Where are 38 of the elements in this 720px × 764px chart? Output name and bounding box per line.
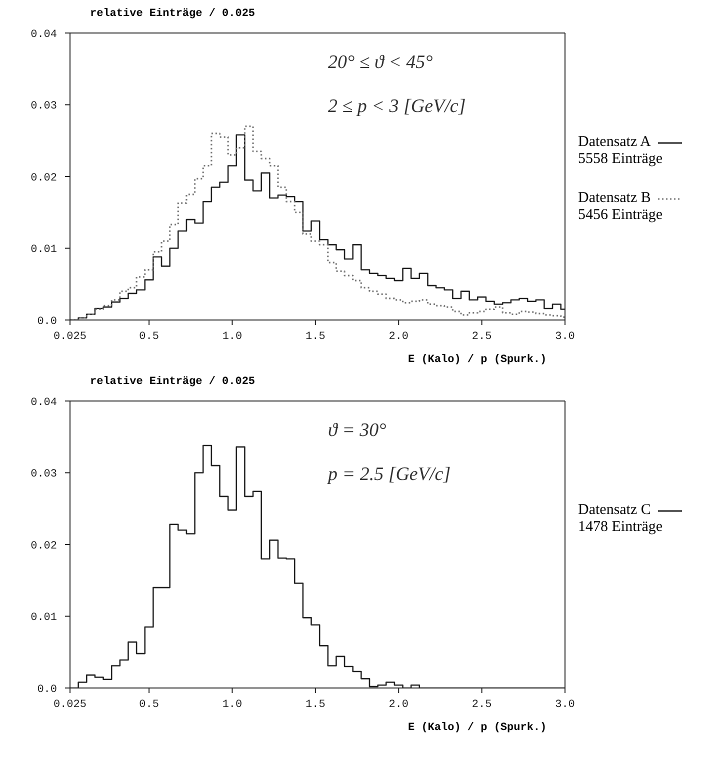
x-tick-label: 1.0: [222, 330, 242, 343]
x-tick-label: 1.5: [306, 698, 326, 711]
x-tick-label: 2.5: [472, 698, 492, 711]
x-tick-label: 0.5: [139, 698, 159, 711]
x-tick-label: 2.5: [472, 330, 492, 343]
text: 5456 Einträge: [578, 207, 664, 224]
x-axis-title: E (Kalo) / p (Spurk.): [408, 354, 548, 368]
y-tick-label: 0.04: [30, 396, 58, 409]
x-tick-label: 0.025: [53, 698, 87, 711]
x-axis-title: E (Kalo) / p (Spurk.): [408, 722, 548, 736]
legend-label: Datensatz C: [578, 502, 651, 519]
annotation: 2 ≤ p < 3 [GeV/c]: [328, 96, 466, 118]
text: 5558 Einträge: [578, 151, 664, 168]
y-tick-label: 0.01: [30, 612, 58, 624]
y-tick-label: 0.01: [30, 244, 58, 256]
y-tick-label: 0.03: [30, 468, 57, 481]
x-tick-label: 3.0: [555, 698, 575, 711]
y-axis-title: relative Einträge / 0.025: [90, 8, 256, 22]
x-tick-label: 3.0: [555, 330, 575, 343]
x-tick-label: 0.5: [139, 330, 159, 343]
annotation: p = 2.5 [GeV/c]: [328, 464, 451, 486]
x-tick-label: 1.0: [222, 698, 242, 711]
x-tick-label: 2.0: [388, 330, 409, 343]
y-tick-label: 0.04: [30, 28, 58, 41]
y-tick-label: 0.03: [30, 100, 57, 113]
legend-label: Datensatz B: [578, 190, 651, 207]
y-tick-label: 0.02: [30, 172, 57, 184]
y-tick-label: 0.02: [30, 540, 57, 552]
annotation: 20° ≤ ϑ < 45°: [328, 52, 434, 74]
x-tick-label: 0.025: [53, 330, 87, 343]
y-axis-title: relative Einträge / 0.025: [90, 376, 256, 390]
text: 1478 Einträge: [578, 519, 664, 536]
y-tick-label: 0.0: [37, 316, 57, 328]
x-tick-label: 2.0: [388, 698, 409, 711]
legend-label: Datensatz A: [578, 134, 651, 151]
annotation: ϑ = 30°: [328, 420, 388, 442]
x-tick-label: 1.5: [306, 330, 326, 343]
y-tick-label: 0.0: [37, 684, 57, 696]
